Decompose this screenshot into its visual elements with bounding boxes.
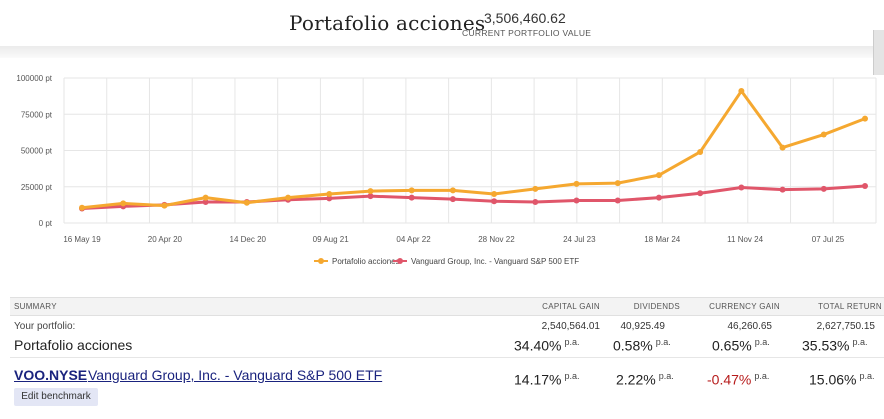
- x-tick-label: 24 Jul 23: [563, 235, 596, 244]
- x-tick-label: 11 Nov 24: [727, 235, 763, 244]
- portfolio-value-label: CURRENT PORTFOLIO VALUE: [462, 28, 591, 38]
- data-point: [862, 183, 868, 189]
- y-tick-label: 100000 pt: [16, 74, 52, 83]
- header-bar: Portafolio acciones 3,506,460.62 CURRENT…: [0, 0, 884, 52]
- data-point: [862, 116, 868, 122]
- benchmark-ticker-link[interactable]: VOO.NYSE: [14, 367, 87, 383]
- benchmark-row: VOO.NYSE Vanguard Group, Inc. - Vanguard…: [10, 358, 884, 410]
- data-point: [491, 191, 497, 197]
- legend-marker: [397, 258, 403, 264]
- data-point: [244, 200, 250, 206]
- data-point: [285, 195, 291, 201]
- data-point: [79, 205, 85, 211]
- data-point: [450, 196, 456, 202]
- y-tick-label: 0 pt: [39, 219, 53, 228]
- data-point: [738, 88, 744, 94]
- legend-label: Vanguard Group, Inc. - Vanguard S&P 500 …: [411, 257, 579, 266]
- legend-marker: [318, 258, 324, 264]
- data-point: [203, 195, 209, 201]
- y-tick-label: 25000 pt: [21, 183, 53, 192]
- header-currency-gain: CURRENCY GAIN: [660, 302, 780, 311]
- data-point: [161, 203, 167, 209]
- total-return-pct: 35.53% p.a.: [802, 337, 868, 354]
- data-point: [367, 188, 373, 194]
- portfolio-value: 3,506,460.62: [484, 10, 566, 26]
- header-summary: SUMMARY: [14, 302, 57, 311]
- data-point: [821, 132, 827, 138]
- page-title: Portafolio acciones: [289, 11, 485, 35]
- benchmark-capital-gain-pct: 14.17% p.a.: [514, 371, 580, 388]
- chart-svg: 0 pt 25000 pt 50000 pt 75000 pt 100000 pt 16 …: [0, 60, 884, 275]
- data-point: [574, 198, 580, 204]
- edit-benchmark-button[interactable]: Edit benchmark: [14, 388, 98, 406]
- data-point: [409, 195, 415, 201]
- dividends-pct: 0.58% p.a.: [613, 337, 671, 354]
- data-point: [326, 191, 332, 197]
- data-point: [409, 187, 415, 193]
- x-tick-label: 28 Nov 22: [478, 235, 515, 244]
- capital-gain-pct: 34.40% p.a.: [514, 337, 580, 354]
- summary-header-row: SUMMARY CAPITAL GAIN DIVIDENDS CURRENCY …: [10, 297, 884, 316]
- data-point: [821, 186, 827, 192]
- x-tick-label: 09 Aug 21: [313, 235, 350, 244]
- data-point: [738, 184, 744, 190]
- data-point: [491, 198, 497, 204]
- data-point: [780, 187, 786, 193]
- data-point: [697, 190, 703, 196]
- data-point: [450, 187, 456, 193]
- data-point: [697, 149, 703, 155]
- summary-table: SUMMARY CAPITAL GAIN DIVIDENDS CURRENCY …: [10, 297, 884, 410]
- data-point: [120, 200, 126, 206]
- benchmark-total-return-pct: 15.06% p.a.: [809, 371, 875, 388]
- data-point: [656, 172, 662, 178]
- y-tick-label: 50000 pt: [21, 147, 53, 156]
- data-point: [615, 180, 621, 186]
- x-tick-label: 07 Jul 25: [812, 235, 845, 244]
- data-point: [532, 199, 538, 205]
- data-point: [780, 145, 786, 151]
- portfolio-name: Portafolio acciones: [14, 337, 132, 353]
- dividends-amount: 40,925.49: [580, 321, 665, 332]
- currency-gain-pct: 0.65% p.a.: [712, 337, 770, 354]
- your-portfolio-label: Your portfolio:: [14, 321, 75, 332]
- x-tick-label: 14 Dec 20: [230, 235, 267, 244]
- y-tick-label: 75000 pt: [21, 110, 53, 119]
- total-return-amount: 2,627,750.15: [772, 321, 875, 332]
- x-tick-label: 20 Apr 20: [148, 235, 183, 244]
- benchmark-currency-gain-pct: -0.47% p.a.: [707, 371, 769, 388]
- benchmark-dividends-pct: 2.22% p.a.: [616, 371, 674, 388]
- portfolio-row: Your portfolio: Portafolio acciones 2,54…: [10, 316, 884, 358]
- performance-chart: 0 pt 25000 pt 50000 pt 75000 pt 100000 pt 16 …: [0, 60, 884, 275]
- x-tick-label: 04 Apr 22: [396, 235, 431, 244]
- benchmark-name-link[interactable]: Vanguard Group, Inc. - Vanguard S&P 500 …: [88, 367, 382, 383]
- data-point: [532, 186, 538, 192]
- x-tick-label: 16 May 19: [63, 235, 101, 244]
- x-tick-label: 18 Mar 24: [644, 235, 681, 244]
- data-point: [615, 198, 621, 204]
- data-point: [574, 181, 580, 187]
- data-point: [656, 195, 662, 201]
- header-divider: [0, 46, 884, 58]
- header-total-return: TOTAL RETURN: [770, 302, 882, 311]
- currency-gain-amount: 46,260.65: [680, 321, 772, 332]
- legend-label: Portafolio acciones: [332, 257, 400, 266]
